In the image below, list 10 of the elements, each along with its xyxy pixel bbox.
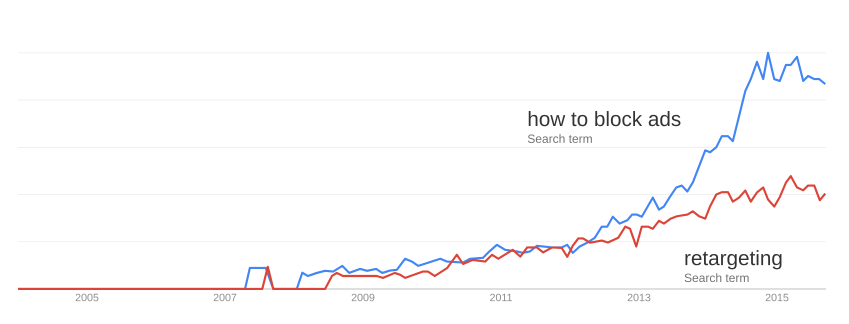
x-tick-label: 2009 [352, 294, 374, 302]
annotation: Search term [528, 134, 592, 143]
annotation: Search term [684, 273, 749, 282]
x-tick-label: 2011 [490, 294, 512, 302]
series-label: how to block ads [528, 111, 680, 126]
series-label: retargeting [685, 250, 782, 270]
x-tick-label: 2005 [76, 294, 98, 302]
x-tick-label: 2013 [628, 294, 650, 302]
x-tick-label: 2015 [766, 294, 788, 302]
x-tick-label: 2007 [214, 294, 236, 302]
